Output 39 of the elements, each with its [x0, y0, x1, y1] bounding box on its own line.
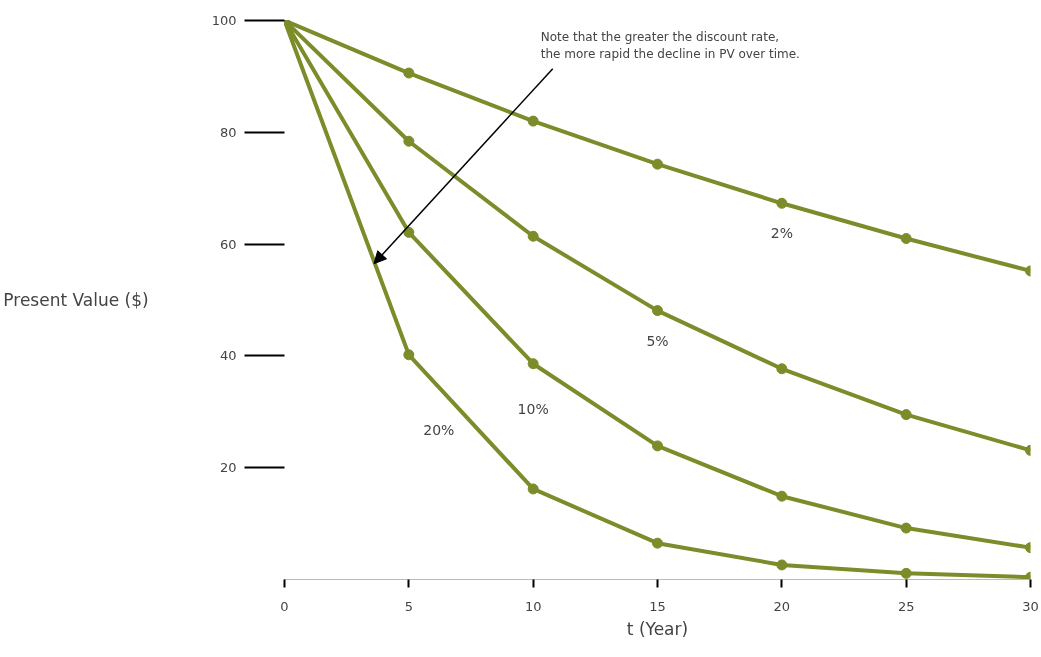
series-label: 10%	[517, 400, 549, 417]
x-tick-label: 10	[524, 598, 542, 614]
point	[403, 226, 415, 238]
point	[776, 363, 788, 375]
point	[900, 233, 912, 244]
y-tick-label: 20	[219, 460, 237, 476]
point	[900, 522, 912, 534]
point	[652, 158, 663, 170]
point	[403, 67, 415, 79]
y-tick-label: 60	[219, 236, 237, 252]
point	[900, 567, 912, 579]
series-label: 2%	[770, 225, 793, 242]
y-tick-label: 80	[219, 124, 237, 140]
point	[900, 409, 912, 421]
point	[527, 358, 539, 370]
x-tick-label: 15	[649, 598, 666, 614]
y-tick-label: 40	[219, 348, 237, 364]
point	[776, 197, 788, 209]
point	[527, 483, 539, 495]
point	[652, 305, 663, 317]
y-tick-label: 100	[211, 13, 237, 28]
point	[403, 349, 415, 361]
point	[403, 135, 415, 147]
x-axis-title: t (Year)	[626, 618, 689, 639]
point	[527, 115, 539, 127]
x-tick-label: 0	[280, 598, 289, 614]
x-tick-label: 25	[897, 598, 915, 614]
point	[776, 490, 788, 502]
x-tick-label: 5	[404, 598, 413, 614]
y-axis-title: Present Value ($)	[3, 290, 149, 310]
series-label: 5%	[646, 332, 669, 349]
point	[776, 559, 788, 571]
x-tick-label: 30	[1022, 598, 1039, 614]
point	[652, 537, 663, 549]
annotation: Note that the greater the discount rate, the more rapid the decline in PV over time.	[540, 29, 800, 61]
series-label: 20%	[423, 421, 455, 438]
x-tick-label: 20	[773, 598, 791, 614]
point	[652, 440, 663, 452]
point	[527, 230, 539, 242]
